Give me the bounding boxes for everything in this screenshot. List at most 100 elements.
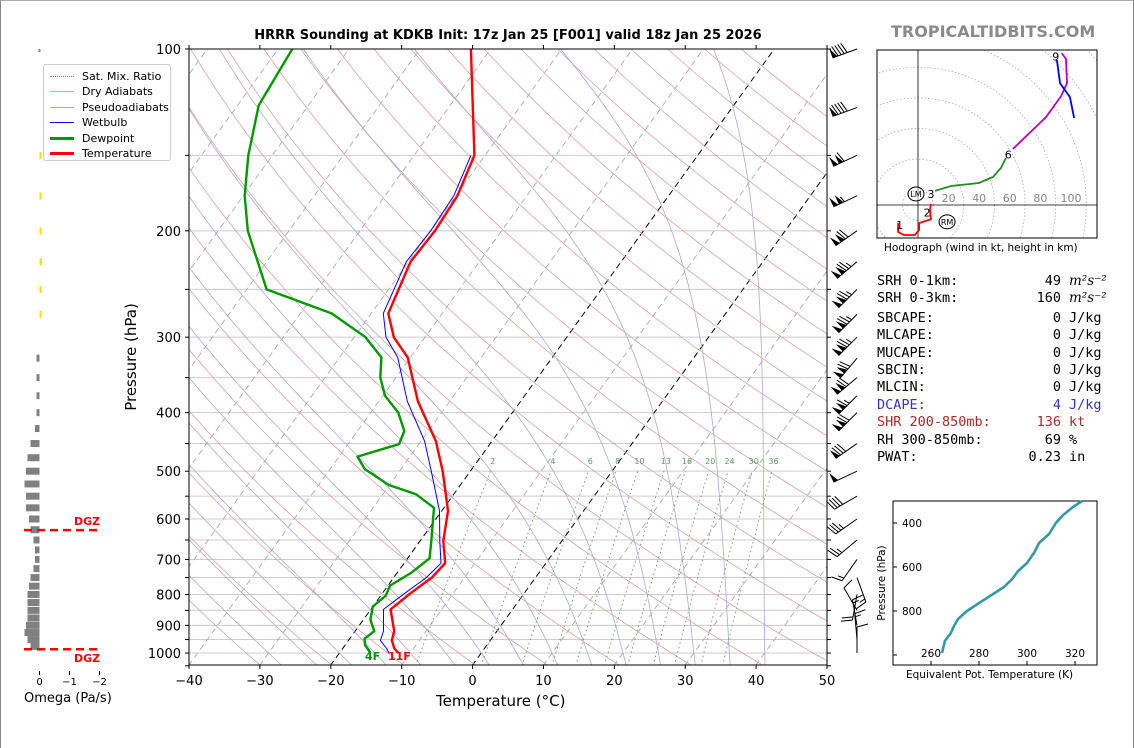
barb-flag — [829, 450, 840, 459]
barb-staff — [838, 395, 858, 415]
barb-half — [854, 614, 862, 618]
barb-full — [836, 152, 845, 162]
barb-full — [841, 619, 853, 622]
legend-swatch — [50, 122, 74, 123]
x-tick-label: −30 — [246, 674, 273, 689]
barb-flag — [835, 419, 847, 427]
mixing-ratio-label: 20 — [705, 457, 715, 466]
dry-adiabat — [189, 106, 827, 662]
stat-unit: % — [1069, 432, 1078, 448]
barb-full — [836, 416, 848, 423]
barb-full — [834, 45, 842, 56]
barb-staff — [851, 599, 858, 626]
stat-row: SBCAPE: 0 J/kg — [877, 310, 1107, 328]
wind-barb — [829, 101, 858, 117]
stat-value: 4 — [1052, 397, 1061, 413]
y-tick-label: 900 — [156, 619, 181, 634]
dry-adiabat — [190, 49, 827, 622]
x-tick-label: 40 — [748, 674, 765, 689]
omega-bar — [27, 590, 40, 598]
barb-full — [826, 500, 835, 510]
barb-full — [839, 414, 850, 421]
hodograph-trace — [897, 203, 932, 236]
barb-half — [837, 575, 845, 579]
barb-full — [836, 340, 848, 348]
pseudoadiabat — [189, 325, 490, 665]
stat-label: MLCIN: — [877, 379, 926, 395]
hodograph-ring-label: 40 — [972, 192, 986, 205]
skewt-plot-area: 2 4 6 8 10 13 16 20 24 30 36 — [189, 49, 827, 665]
surface-dewpoint-label: 4F — [365, 650, 381, 663]
omega-bar — [29, 515, 40, 523]
barb-flag — [830, 270, 841, 279]
barb-full — [839, 290, 850, 298]
omega-bar — [39, 310, 42, 318]
theta-e-x-tick-label: 280 — [969, 648, 989, 660]
mixing-ratio-label: 10 — [634, 457, 644, 466]
barb-staff — [838, 289, 858, 309]
stat-unit: J/kg — [1069, 397, 1102, 413]
legend-swatch — [50, 106, 74, 108]
barb-flag — [831, 300, 843, 308]
barb-half — [846, 316, 852, 321]
y-tick-label: 200 — [156, 225, 181, 240]
y-tick-label: 400 — [156, 407, 181, 422]
legend-label: Pseudoadiabats — [82, 100, 169, 114]
barb-full — [836, 293, 848, 300]
omega-bar — [26, 492, 40, 500]
omega-bar — [39, 192, 42, 200]
stat-row: MLCIN: 0 J/kg — [877, 379, 1107, 397]
barb-staff — [835, 518, 858, 535]
barb-staff — [834, 495, 858, 510]
stat-row: MLCAPE: 0 J/kg — [877, 327, 1107, 345]
stat-unit: m²s⁻² — [1069, 290, 1107, 306]
omega-bar — [36, 374, 40, 382]
pseudoadiabat — [302, 49, 661, 665]
wind-barb — [829, 470, 858, 483]
pseudoadiabat — [189, 195, 558, 665]
barb-full — [836, 379, 847, 388]
stat-unit: m²s⁻² — [1069, 273, 1107, 289]
stat-value: 0 — [1052, 379, 1061, 395]
stat-value: 49 — [1044, 273, 1061, 289]
barb-flag — [829, 157, 838, 167]
omega-bar — [39, 285, 42, 293]
barb-flag — [835, 321, 847, 329]
stat-value: 0 — [1052, 362, 1061, 378]
isotherm — [189, 49, 633, 665]
barb-full — [852, 594, 864, 601]
omega-bar — [39, 151, 42, 159]
barb-full — [856, 601, 867, 609]
omega-bar — [35, 555, 40, 563]
barb-full — [836, 443, 847, 452]
wind-barb — [832, 357, 858, 379]
pseudoadiabat — [189, 502, 352, 665]
dry-adiabat — [189, 410, 477, 665]
highlight-isotherm — [330, 49, 775, 665]
stat-unit: kt — [1069, 414, 1086, 430]
legend-item: Sat. Mix. Ratio — [50, 69, 161, 83]
mixing-ratio-label: 30 — [749, 457, 759, 466]
legend-label: Dewpoint — [82, 131, 135, 145]
dry-adiabat — [337, 49, 827, 472]
x-tick-label: 50 — [819, 674, 836, 689]
barb-staff — [835, 443, 858, 459]
barb-full — [856, 623, 869, 628]
isotherm — [189, 49, 492, 469]
mixing-ratio-label: 8 — [615, 457, 620, 466]
hodograph-height-label: 3 — [928, 188, 935, 201]
stat-row: SRH 0-3km: 160 m²s⁻² — [877, 290, 1107, 308]
barb-full — [840, 101, 848, 112]
omega-bar — [27, 614, 40, 622]
theta-e-y-tick-label: 400 — [902, 518, 922, 530]
theta-e-x-tick-label: 300 — [1017, 648, 1037, 660]
barb-full — [837, 102, 845, 113]
barb-flag — [834, 154, 844, 164]
barb-flag — [829, 197, 838, 207]
stat-label: PWAT: — [877, 449, 918, 465]
stat-label: SRH 0-1km: — [877, 273, 959, 289]
theta-e-y-tick-label: 600 — [902, 562, 922, 574]
stat-label: RH 300-850mb: — [877, 432, 983, 448]
y-tick-label: 100 — [156, 43, 181, 58]
